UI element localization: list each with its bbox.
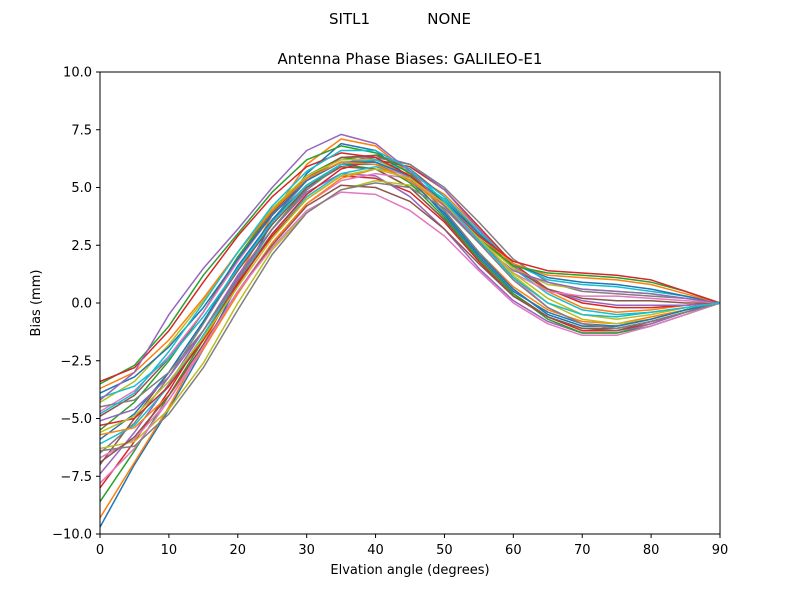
- x-tick-label: 70: [574, 543, 591, 558]
- series-line-27: [99, 191, 721, 484]
- series-line-14: [99, 159, 721, 427]
- series-line-17: [99, 161, 721, 413]
- x-tick-label: 50: [436, 543, 453, 558]
- y-tick-label: −7.5: [60, 470, 92, 485]
- y-tick-label: −5.0: [60, 412, 92, 427]
- series-line-26: [99, 184, 721, 464]
- series-layer: [99, 133, 721, 528]
- chart-title: Antenna Phase Biases: GALILEO-E1: [278, 50, 543, 68]
- x-tick-label: 40: [367, 543, 384, 558]
- y-tick-label: −10.0: [52, 528, 92, 543]
- series-line-11: [99, 163, 721, 440]
- x-tick-label: 0: [96, 543, 104, 558]
- figure-suptitle: SITL1 NONE: [329, 10, 471, 28]
- series-line-23: [99, 145, 721, 385]
- y-axis-label: Bias (mm): [29, 270, 44, 337]
- series-line-12: [99, 168, 721, 436]
- series-line-18: [99, 156, 721, 408]
- y-tick-label: 5.0: [71, 181, 92, 196]
- series-line-29: [99, 168, 721, 434]
- y-tick-label: 0.0: [71, 297, 92, 312]
- y-tick-label: 2.5: [71, 239, 92, 254]
- y-tick-label: −2.5: [60, 354, 92, 369]
- series-line-24: [99, 152, 721, 383]
- y-tick-label: 10.0: [63, 66, 92, 81]
- series-line-22: [99, 161, 721, 390]
- series-line-30: [99, 149, 721, 415]
- x-tick-label: 20: [230, 543, 247, 558]
- series-line-9: [99, 179, 721, 450]
- x-tick-label: 60: [505, 543, 522, 558]
- series-line-25: [99, 133, 721, 401]
- y-axis-ticks: −10.0 −7.5 −5.0 −2.5 0.0 2.5 5.0 7.5 10.0: [52, 66, 100, 543]
- x-axis-label: Elvation angle (degrees): [330, 563, 489, 578]
- plot-frame: [99, 71, 721, 535]
- x-axis-ticks: 0 10 20 30 40 50 60 70 80 90: [96, 534, 728, 558]
- x-tick-label: 80: [643, 543, 660, 558]
- series-line-28: [99, 182, 721, 452]
- x-tick-label: 10: [161, 543, 178, 558]
- x-tick-label: 90: [712, 543, 729, 558]
- y-tick-label: 7.5: [71, 123, 92, 138]
- x-tick-label: 30: [298, 543, 315, 558]
